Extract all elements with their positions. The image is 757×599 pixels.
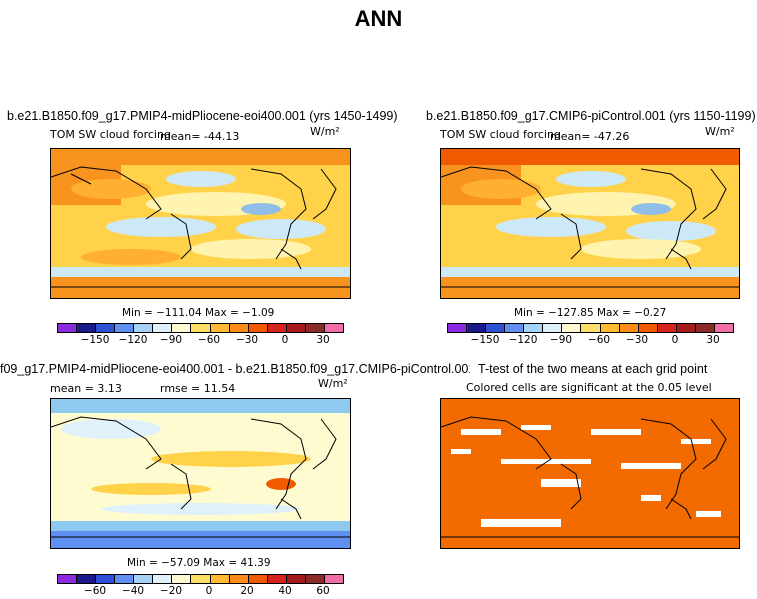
figure-title: ANN [354, 6, 403, 31]
colorbar-swatch [638, 324, 658, 332]
colorbar-swatch [229, 324, 249, 332]
colorbar-swatch [115, 324, 135, 332]
colorbar-swatch [229, 575, 249, 583]
colorbar-swatch [248, 575, 268, 583]
colorbar-tick-label: −30 [235, 334, 259, 346]
panel3-units: W/m² [318, 377, 348, 390]
colorbar-swatch [543, 324, 563, 332]
colorbar-swatch [286, 324, 306, 332]
colorbar-swatch [619, 324, 639, 332]
colorbar-tick-label: −30 [625, 334, 649, 346]
panel1-map [50, 148, 351, 299]
colorbar-swatch [172, 575, 192, 583]
colorbar-swatch [267, 324, 287, 332]
colorbar-swatch [581, 324, 601, 332]
colorbar-swatch [210, 324, 230, 332]
colorbar-swatch [714, 324, 733, 332]
colorbar-tick-label: 0 [671, 334, 679, 346]
colorbar-swatch [676, 324, 696, 332]
colorbar-swatch [210, 575, 230, 583]
colorbar-swatch [486, 324, 506, 332]
colorbar-swatch [77, 575, 97, 583]
panel1-title: b.e21.B1850.f09_g17.PMIP4-midPliocene-eo… [7, 109, 398, 123]
colorbar-tick-label: 30 [316, 334, 330, 346]
colorbar-swatch [305, 324, 325, 332]
colorbar-swatch [172, 324, 192, 332]
panel1-variable: TOM SW cloud forcing [50, 128, 171, 141]
colorbar-swatch [96, 575, 116, 583]
colorbar-tick-label: 40 [278, 585, 292, 597]
panel1-colorbar-ticks: −150 −120 −90 −60 −30 0 30 [57, 334, 342, 346]
colorbar-tick-label: 30 [706, 334, 720, 346]
colorbar-swatch [286, 575, 306, 583]
panel2-colorbar [447, 323, 734, 333]
colorbar-swatch [134, 324, 154, 332]
panel3-title: f09_g17.PMIP4-midPliocene-eoi400.001 - b… [0, 362, 470, 376]
panel3-colorbar-ticks: −60 −40 −20 0 20 40 60 [57, 585, 342, 597]
colorbar-tick-label: 0 [281, 334, 289, 346]
panel2-mean: mean= -47.26 [550, 130, 630, 143]
colorbar-swatch [448, 324, 468, 332]
panel2-units: W/m² [705, 125, 735, 138]
colorbar-swatch [58, 324, 78, 332]
colorbar-tick-label: −120 [118, 334, 148, 346]
colorbar-swatch [324, 324, 343, 332]
colorbar-swatch [305, 575, 325, 583]
panel3-rmse: rmse = 11.54 [160, 382, 236, 395]
colorbar-swatch [324, 575, 343, 583]
colorbar-tick-label: −60 [83, 585, 107, 597]
colorbar-swatch [467, 324, 487, 332]
colorbar-swatch [505, 324, 525, 332]
colorbar-swatch [191, 324, 211, 332]
colorbar-tick-label: −150 [80, 334, 110, 346]
colorbar-swatch [96, 324, 116, 332]
colorbar-tick-label: −90 [549, 334, 573, 346]
colorbar-swatch [153, 324, 173, 332]
colorbar-swatch [134, 575, 154, 583]
colorbar-swatch [524, 324, 544, 332]
colorbar-swatch [562, 324, 582, 332]
colorbar-swatch [267, 575, 287, 583]
colorbar-tick-label: −90 [159, 334, 183, 346]
panel2-variable: TOM SW cloud forcing [440, 128, 561, 141]
colorbar-swatch [191, 575, 211, 583]
panel4-title: T-test of the two means at each grid poi… [478, 362, 708, 376]
colorbar-swatch [248, 324, 268, 332]
colorbar-tick-label: 0 [205, 585, 213, 597]
panel1-minmax: Min = −111.04 Max = −1.09 [122, 307, 275, 319]
colorbar-swatch [153, 575, 173, 583]
panel2-colorbar-ticks: −150 −120 −90 −60 −30 0 30 [447, 334, 732, 346]
colorbar-swatch [115, 575, 135, 583]
colorbar-swatch [58, 575, 78, 583]
colorbar-tick-label: −60 [587, 334, 611, 346]
panel3-mean: mean = 3.13 [50, 382, 122, 395]
panel3-map [50, 398, 351, 549]
colorbar-swatch [657, 324, 677, 332]
panel2-minmax: Min = −127.85 Max = −0.27 [514, 307, 667, 319]
panel1-colorbar [57, 323, 344, 333]
colorbar-tick-label: 20 [240, 585, 254, 597]
panel3-colorbar [57, 574, 344, 584]
colorbar-tick-label: 60 [316, 585, 330, 597]
colorbar-tick-label: −40 [121, 585, 145, 597]
panel2-map [440, 148, 740, 299]
colorbar-tick-label: −20 [159, 585, 183, 597]
panel4-subtitle: Colored cells are significant at the 0.0… [466, 381, 712, 394]
colorbar-tick-label: −60 [197, 334, 221, 346]
panel1-mean: mean= -44.13 [160, 130, 240, 143]
colorbar-swatch [695, 324, 715, 332]
colorbar-tick-label: −150 [470, 334, 500, 346]
colorbar-swatch [600, 324, 620, 332]
panel3-minmax: Min = −57.09 Max = 41.39 [127, 557, 271, 569]
panel1-units: W/m² [310, 125, 340, 138]
colorbar-tick-label: −120 [508, 334, 538, 346]
panel2-title: b.e21.B1850.f09_g17.CMIP6-piControl.001 … [426, 109, 756, 123]
panel4-map [440, 398, 740, 549]
colorbar-swatch [77, 324, 97, 332]
